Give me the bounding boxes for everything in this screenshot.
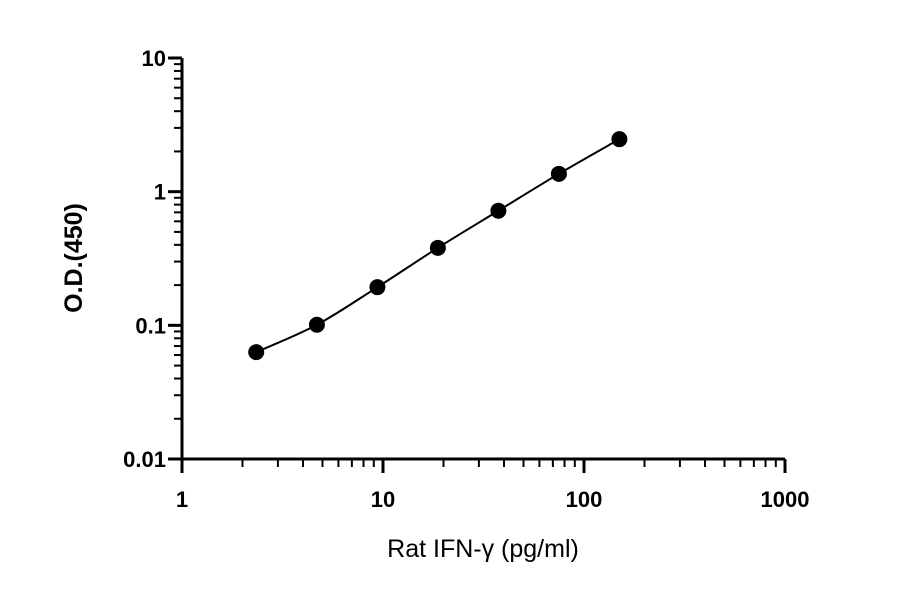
data-point <box>248 344 265 361</box>
data-point <box>308 316 325 333</box>
data-points <box>248 131 628 361</box>
y-tick-label: 1 <box>154 180 166 205</box>
data-point <box>429 239 446 256</box>
x-axis-tick-labels: 1 10 100 1000 <box>176 487 810 512</box>
data-point <box>550 165 567 182</box>
y-axis-title: O.D.(450) <box>60 203 88 313</box>
x-axis-major-ticks <box>180 459 787 473</box>
y-tick-label: 0.1 <box>135 313 166 338</box>
x-axis-minor-ticks <box>241 460 777 467</box>
data-point <box>490 202 507 219</box>
y-axis-tick-labels: 0.01 0.1 1 10 <box>123 46 166 472</box>
data-point <box>369 279 386 296</box>
data-point <box>611 131 628 148</box>
x-axis-title: Rat IFN-γ (pg/ml) <box>387 535 579 563</box>
y-axis-minor-ticks <box>174 63 181 420</box>
x-tick-label: 10 <box>371 487 395 512</box>
x-tick-label: 100 <box>566 487 603 512</box>
y-tick-label: 10 <box>142 46 166 71</box>
x-tick-label: 1000 <box>761 487 810 512</box>
x-tick-label: 1 <box>176 487 188 512</box>
y-axis-major-ticks <box>168 56 182 461</box>
y-tick-label: 0.01 <box>123 447 166 472</box>
